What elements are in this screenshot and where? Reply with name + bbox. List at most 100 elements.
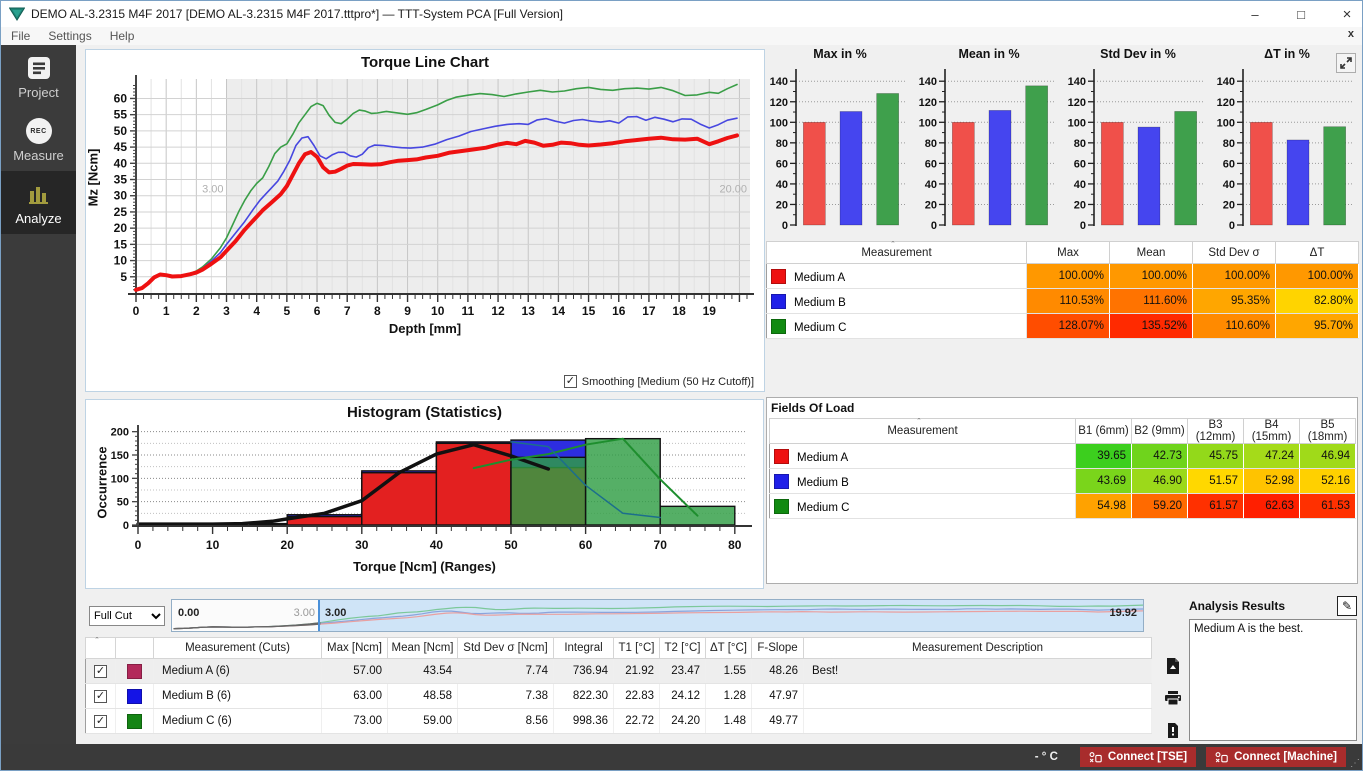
maximize-button[interactable]: □ — [1297, 6, 1305, 22]
measurement-row[interactable]: ✓ Medium B (6) 63.00 48.58 7.38 822.30 22.83 24… — [85, 683, 1152, 709]
column-header[interactable]: Mean [Ncm] — [387, 637, 458, 659]
value-cell: 22.72 — [613, 708, 660, 734]
temperature-readout: - ° C — [1034, 751, 1058, 763]
value-cell: 61.57 — [1187, 493, 1244, 519]
column-header[interactable]: ˆ — [85, 636, 116, 659]
svg-text:5: 5 — [120, 270, 127, 284]
slider-start-label: 0.00 — [178, 607, 200, 619]
svg-text:20: 20 — [925, 199, 937, 211]
smoothing-checkbox[interactable]: ✓ — [563, 375, 577, 388]
visibility-checkbox[interactable]: ✓ — [94, 714, 107, 728]
table-row[interactable]: Medium A 39.65 42.73 45.75 47.24 46.94 — [769, 443, 1356, 469]
column-header[interactable]: Std Dev σ — [1192, 241, 1276, 264]
svg-text:16: 16 — [612, 304, 626, 318]
range-slider[interactable]: 0.00 3.00 3.00 19.92 — [171, 599, 1144, 632]
column-header[interactable]: Measurement (Cuts) — [153, 637, 322, 659]
svg-text:200: 200 — [111, 427, 129, 439]
measurement-row[interactable]: ✓ Medium C (6) 73.00 59.00 8.56 998.36 22.72 24… — [85, 708, 1152, 734]
svg-text:20: 20 — [114, 221, 128, 235]
fields-of-load-title: Fields Of Load — [771, 401, 855, 415]
value-cell: 736.94 — [553, 658, 614, 684]
column-header[interactable]: ˆ Measurement — [766, 240, 1027, 264]
close-button[interactable]: × — [1342, 5, 1352, 23]
table-row[interactable]: Medium A 100.00% 100.00% 100.00% 100.00% — [766, 263, 1359, 289]
column-header[interactable]: Integral — [553, 637, 614, 659]
svg-text:70: 70 — [654, 538, 668, 552]
table-header-row: ˆ Measurement Max Mean Std Dev σ ΔT — [766, 240, 1359, 264]
series-color-swatch — [774, 448, 789, 464]
cut-mode-select[interactable]: Full Cut — [89, 606, 165, 626]
value-cell: 24.20 — [659, 708, 706, 734]
minimize-button[interactable]: – — [1251, 6, 1259, 22]
connect-tse-button[interactable]: Connect [TSE] — [1079, 747, 1197, 767]
table-row[interactable]: Medium C 128.07% 135.52% 110.60% 95.70% — [766, 313, 1359, 339]
sort-caret-icon: ˆ — [891, 240, 895, 250]
export-report-button[interactable] — [1164, 721, 1182, 739]
svg-text:30: 30 — [355, 538, 369, 552]
expand-icon[interactable] — [1336, 53, 1356, 73]
close-document-icon[interactable]: x — [1347, 28, 1354, 40]
visibility-checkbox[interactable]: ✓ — [94, 664, 107, 678]
export-icon-strip — [1161, 657, 1185, 739]
svg-text:8: 8 — [374, 304, 381, 318]
measurement-row[interactable]: ✓ Medium A (6) 57.00 43.54 7.74 736.94 21.92 23… — [85, 658, 1152, 684]
column-header[interactable]: B5 (18mm) — [1299, 418, 1356, 444]
svg-text:120: 120 — [1068, 97, 1086, 109]
svg-text:60: 60 — [776, 158, 788, 170]
table-row[interactable]: Medium B 43.69 46.90 51.57 52.98 52.16 — [769, 468, 1356, 494]
column-header[interactable]: Mean — [1109, 241, 1193, 264]
svg-text:150: 150 — [111, 450, 129, 462]
column-header[interactable]: Max — [1026, 241, 1110, 264]
svg-text:35: 35 — [114, 173, 128, 187]
table-row[interactable]: Medium B 110.53% 111.60% 95.35% 82.80% — [766, 288, 1359, 314]
table-row[interactable]: Medium C 54.98 59.20 61.57 62.63 61.53 — [769, 493, 1356, 519]
percent-bar-chart: 0 20 40 60 80 100 120 140 — [1217, 69, 1353, 232]
value-cell: 822.30 — [553, 683, 614, 709]
slider-cut-handle[interactable] — [318, 600, 320, 631]
value-cell: 45.75 — [1187, 443, 1244, 469]
column-header[interactable]: T1 [°C] — [613, 637, 660, 659]
connect-machine-button[interactable]: Connect [Machine] — [1206, 747, 1346, 767]
visibility-checkbox[interactable]: ✓ — [94, 689, 107, 703]
sidebar-item-measure[interactable]: REC Measure — [1, 108, 76, 171]
column-header[interactable]: ΔT — [1275, 241, 1359, 264]
value-cell: 7.38 — [457, 683, 554, 709]
value-cell: 59.20 — [1131, 493, 1188, 519]
measurement-name-cell: Medium A (6) — [153, 658, 322, 684]
measurement-label: Medium C — [797, 501, 850, 514]
analysis-note-field[interactable]: Medium A is the best. — [1189, 619, 1357, 741]
menu-help[interactable]: Help — [109, 29, 135, 43]
print-button[interactable] — [1164, 689, 1182, 707]
column-header[interactable]: B3 (12mm) — [1187, 418, 1244, 444]
column-header[interactable]: F-Slope — [751, 637, 804, 659]
svg-text:45: 45 — [114, 140, 128, 154]
column-header[interactable]: B4 (15mm) — [1243, 418, 1300, 444]
edit-note-button[interactable]: ✎ — [1337, 596, 1357, 616]
column-header[interactable] — [115, 637, 154, 659]
sidebar-item-analyze[interactable]: Analyze — [1, 171, 76, 234]
value-cell: 1.28 — [705, 683, 752, 709]
menu-file[interactable]: File — [11, 29, 31, 43]
column-header[interactable]: B1 (6mm) — [1075, 418, 1132, 444]
pencil-icon: ✎ — [1341, 599, 1353, 613]
project-document-icon — [27, 57, 50, 79]
histogram-x-axis-label: Torque [Ncm] (Ranges) — [353, 559, 496, 574]
column-header[interactable]: ΔT [°C] — [705, 637, 752, 659]
svg-text:40: 40 — [925, 179, 937, 191]
export-pdf-button[interactable] — [1164, 657, 1182, 675]
svg-text:0: 0 — [1229, 220, 1235, 232]
menu-settings[interactable]: Settings — [48, 29, 92, 43]
torque-chart-title: Torque Line Chart — [360, 54, 490, 71]
resize-grip[interactable]: ⋰ — [1350, 758, 1360, 769]
svg-text:50: 50 — [504, 538, 518, 552]
column-header[interactable]: ˆ Measurement — [769, 417, 1076, 444]
column-header[interactable]: B2 (9mm) — [1131, 418, 1188, 444]
column-header[interactable]: Measurement Description — [803, 637, 1152, 659]
column-header[interactable]: Max [Ncm] — [321, 637, 388, 659]
value-cell: 46.90 — [1131, 468, 1188, 494]
sidebar-item-project[interactable]: Project — [1, 45, 76, 108]
column-header[interactable]: Std Dev σ [Ncm] — [457, 637, 554, 659]
value-cell: 135.52% — [1109, 313, 1193, 339]
column-header[interactable]: T2 [°C] — [659, 637, 706, 659]
measurement-label: Medium B — [797, 476, 849, 489]
